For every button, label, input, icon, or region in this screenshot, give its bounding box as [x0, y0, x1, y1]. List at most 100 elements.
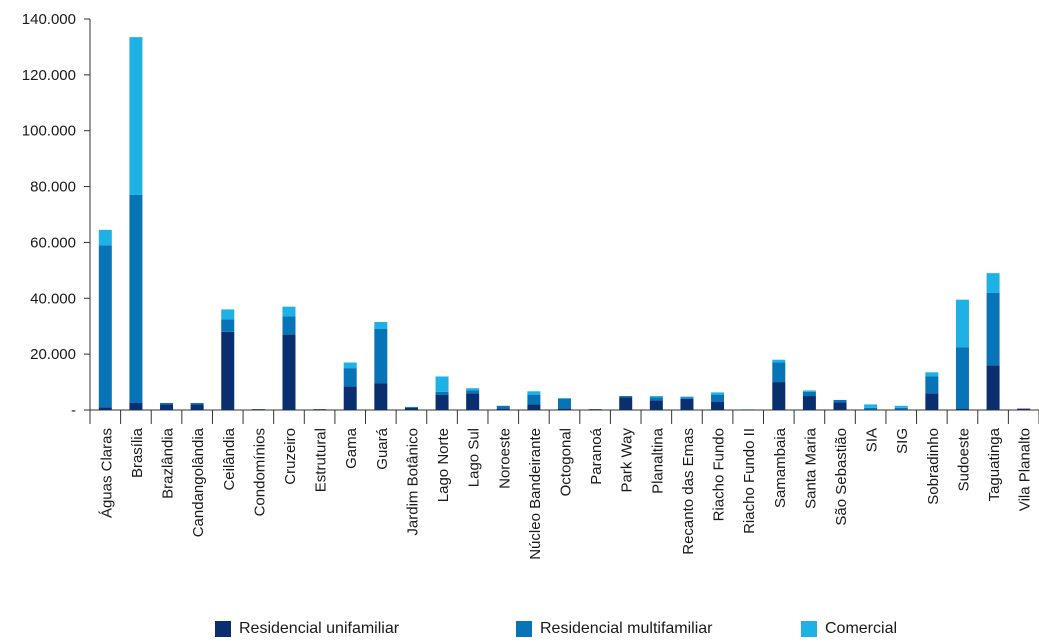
x-tick-label: Park Way [619, 428, 636, 493]
bar-segment [619, 397, 633, 410]
bar-segment [496, 405, 510, 409]
x-tick-label: Sobradinho [925, 428, 942, 505]
bar-segment [466, 390, 480, 394]
stacked-bar-chart: 140.000 120.000 100.000 80.000 60.000 40.000 2… [22, 11, 1039, 560]
legend-label-comercial: Comercial [825, 620, 898, 637]
bar-segment [160, 404, 174, 410]
x-tick-label: Gama [343, 427, 360, 469]
bar-segment [129, 194, 143, 404]
bar-segment [680, 396, 694, 398]
bar-segment [741, 409, 755, 410]
bar-segment [649, 400, 663, 410]
bar-segment [404, 406, 418, 408]
y-tick-label: 60.000 [30, 234, 76, 251]
legend: Residencial unifamiliar Residencial mult… [0, 620, 1039, 642]
x-tick-label: São Sebastião [833, 428, 850, 526]
x-tick-label: Lago Sul [466, 428, 483, 487]
x-tick-label: Candangolândia [190, 427, 207, 537]
bar-segment [925, 393, 939, 410]
bar-segment [802, 391, 816, 397]
bar-segment [955, 299, 969, 348]
x-tick-label: Santa Maria [802, 427, 819, 509]
bar-segment [404, 407, 418, 410]
x-tick-label: Águas Claras [98, 428, 115, 518]
bar-segment [558, 397, 571, 399]
bar-segment [680, 398, 694, 410]
y-tick-label: - [71, 402, 76, 419]
bar-segment [221, 319, 235, 332]
x-tick-label: Estrutural [313, 428, 330, 492]
bar-segment [680, 397, 694, 399]
bar-segment [221, 331, 235, 410]
bar-segment [190, 403, 204, 405]
bar-segment [313, 409, 327, 410]
bar-segment [98, 407, 112, 410]
bar-segment [864, 407, 878, 410]
bar-segment [864, 409, 878, 410]
bar-segment [98, 245, 112, 408]
y-tick-label: 20.000 [30, 346, 76, 363]
bar-segment [282, 334, 296, 410]
bar-segment [496, 408, 510, 410]
bar-segment [129, 403, 143, 410]
bar-segment [711, 394, 725, 402]
legend-item-unifamiliar: Residencial unifamiliar [215, 620, 399, 638]
bar-segment [343, 362, 357, 369]
bar-segment [282, 306, 296, 317]
bar-segment [435, 391, 449, 395]
legend-swatch-comercial [801, 621, 817, 637]
bar-segment [955, 408, 969, 410]
y-tick-label: 120.000 [22, 67, 76, 84]
bar-segment [527, 394, 541, 405]
x-tick-label: Núcleo Bandeirante [527, 428, 544, 560]
bar-segment [190, 404, 204, 410]
x-tick-label: Noroeste [496, 428, 513, 489]
bar-segment [558, 398, 571, 409]
bar-segment [435, 394, 449, 410]
x-tick-label: Jardim Botânico [404, 428, 421, 536]
bar-segment [649, 396, 663, 398]
x-tick-label: Octogonal [558, 428, 575, 496]
x-tick-label: Ceilândia [221, 427, 238, 490]
bar-segment [98, 229, 112, 246]
bar-segment [772, 362, 786, 383]
bar-segment [588, 409, 602, 410]
bar-segment [649, 397, 663, 401]
x-tick-label: Brasília [129, 427, 146, 478]
bar-segment [802, 396, 816, 410]
y-tick-label: 80.000 [30, 179, 76, 196]
x-tick-label: Brazlândia [160, 427, 177, 499]
legend-label-unifamiliar: Residencial unifamiliar [239, 620, 400, 637]
x-tick-label: Samambaia [772, 427, 789, 508]
bar-segment [527, 404, 541, 410]
bar-segment [955, 347, 969, 409]
x-tick-label: Sudoeste [955, 428, 972, 491]
bar-segment [343, 386, 357, 410]
x-tick-label: Cruzeiro [282, 428, 299, 485]
bar-segment [435, 376, 449, 392]
bar-segment [894, 407, 908, 410]
x-tick-label: SIA [864, 428, 881, 452]
x-tick-label: Condomínios [251, 428, 268, 516]
y-tick-label: 140.000 [22, 11, 76, 28]
bar-segment [986, 292, 1000, 366]
x-tick-label: Planaltina [649, 427, 666, 494]
bar-segment [282, 316, 296, 335]
bar-segment [833, 399, 847, 403]
bar-segment [466, 388, 480, 391]
bar-segment [374, 329, 388, 384]
y-tick-label: 100.000 [22, 123, 76, 140]
bar-segment [251, 409, 265, 410]
legend-item-comercial: Comercial [801, 620, 897, 638]
bar-segment [466, 393, 480, 410]
legend-label-multifamiliar: Residencial multifamiliar [540, 620, 713, 637]
bar-segment [925, 376, 939, 394]
x-tick-label: Paranoá [588, 427, 605, 484]
bar-segment [527, 391, 541, 395]
bar-segment [1017, 408, 1031, 410]
bar-segment [802, 390, 816, 392]
x-tick-label: Recanto das Emas [680, 428, 697, 555]
x-tick-label: Riacho Fundo [711, 428, 728, 521]
x-tick-label: SIG [894, 428, 911, 454]
legend-swatch-unifamiliar [215, 621, 231, 637]
